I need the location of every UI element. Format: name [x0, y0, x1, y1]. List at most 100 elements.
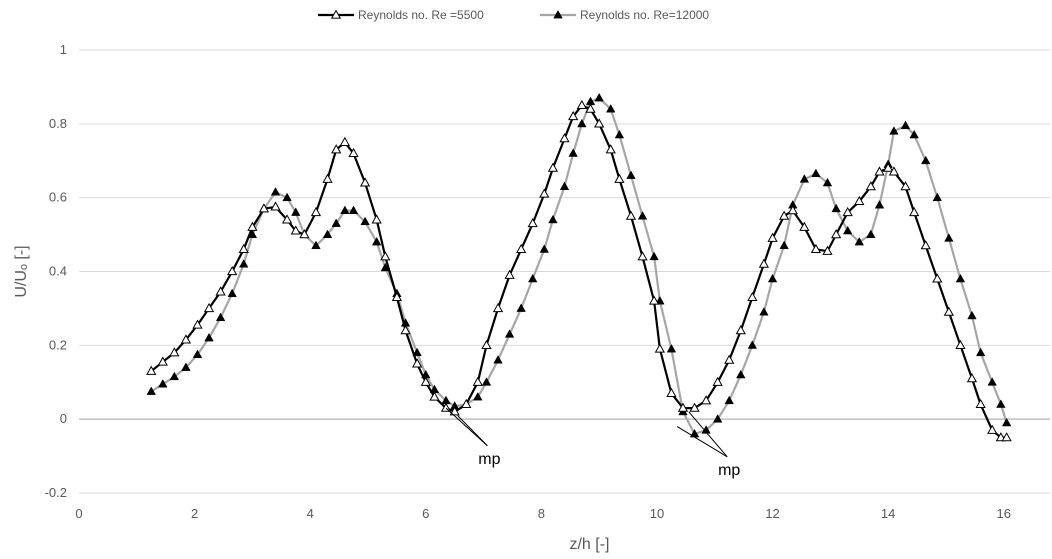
data-point [270, 187, 281, 196]
data-point [955, 339, 966, 349]
data-point [996, 399, 1006, 408]
data-point [516, 303, 526, 312]
data-point [238, 243, 249, 253]
data-point [449, 406, 460, 416]
data-point [614, 173, 625, 183]
data-point [900, 120, 911, 130]
data-point [842, 206, 853, 217]
data-point [747, 340, 758, 349]
data-point [429, 391, 440, 401]
data-point [712, 376, 723, 386]
data-point [420, 376, 431, 386]
data-point [888, 166, 900, 176]
data-point [359, 177, 371, 187]
data-point [169, 347, 180, 357]
data-point [473, 392, 483, 401]
data-point [625, 210, 637, 220]
data-point [568, 148, 578, 157]
data-point [281, 214, 293, 224]
x-tick-label: 2 [191, 506, 198, 521]
data-point [626, 170, 636, 179]
data-point [594, 118, 605, 128]
data-point [883, 162, 894, 172]
data-point [539, 244, 549, 253]
data-point [203, 302, 215, 313]
legend-label: Reynolds no. Re =5500 [358, 8, 484, 22]
data-point [648, 295, 660, 305]
x-axis-title: z/h [-] [569, 536, 609, 553]
data-point [215, 312, 226, 322]
data-point [568, 110, 579, 121]
data-point [481, 377, 492, 386]
data-point [909, 206, 920, 217]
data-point [380, 251, 391, 261]
data-point [654, 343, 665, 353]
data-point [158, 379, 168, 388]
data-point [411, 358, 423, 368]
x-tick-label: 0 [75, 506, 82, 521]
data-point [270, 201, 281, 211]
data-point [649, 251, 659, 261]
data-point [909, 129, 919, 139]
data-point [854, 195, 865, 206]
data-point [559, 181, 570, 190]
legend-item-0: Reynolds no. Re =5500 [318, 8, 484, 22]
data-point [239, 259, 249, 268]
data-point [400, 325, 411, 335]
data-point [412, 347, 422, 357]
data-point [606, 104, 616, 113]
data-point [192, 319, 203, 329]
data-point [146, 386, 156, 395]
data-point [966, 373, 978, 383]
data-point [299, 229, 310, 239]
gridlines [79, 49, 1050, 494]
annotation-arrow [688, 411, 728, 458]
data-point [921, 155, 931, 165]
data-point [504, 329, 515, 338]
data-point [348, 147, 359, 158]
annotation-arrow [445, 407, 488, 447]
data-point [779, 210, 790, 220]
data-point [637, 211, 648, 220]
y-tick-label: -0.2 [45, 485, 67, 500]
y-tick-label: 0.4 [49, 264, 67, 279]
data-point [843, 225, 853, 235]
data-point [493, 355, 503, 364]
data-point [180, 334, 192, 344]
data-point [689, 402, 700, 412]
series-0 [146, 99, 1012, 442]
data-point [472, 376, 483, 386]
data-point [331, 144, 342, 154]
y-tick-label: 0.2 [49, 337, 67, 352]
data-point [987, 377, 997, 386]
data-point [666, 387, 677, 397]
data-point [712, 414, 723, 423]
axes: -0.200.20.40.60.810 2 4 6 8 10 12 14 16 [45, 42, 1050, 521]
data-point [932, 273, 943, 283]
data-point [677, 402, 689, 412]
data-point [1001, 417, 1012, 427]
data-point [227, 288, 237, 298]
legend: Reynolds no. Re =5500 Reynolds no. Re=120… [318, 8, 709, 22]
data-point [504, 269, 515, 279]
data-point [811, 168, 821, 178]
series-1 [146, 92, 1012, 438]
data-point [247, 221, 258, 231]
data-point [943, 306, 954, 316]
annotation-arrow [676, 426, 728, 458]
data-point [854, 236, 864, 246]
data-point [736, 369, 746, 379]
data-point [291, 207, 301, 216]
annotation-label: mp [718, 462, 740, 479]
data-point [767, 273, 778, 283]
data-point [528, 273, 538, 283]
y-tick-label: 0.8 [49, 116, 67, 131]
data-point [516, 243, 527, 253]
data-point [461, 398, 472, 409]
data-point [258, 203, 270, 213]
data-point [169, 371, 180, 381]
data-point [157, 356, 168, 366]
data-point [181, 362, 191, 371]
data-point [822, 177, 833, 187]
